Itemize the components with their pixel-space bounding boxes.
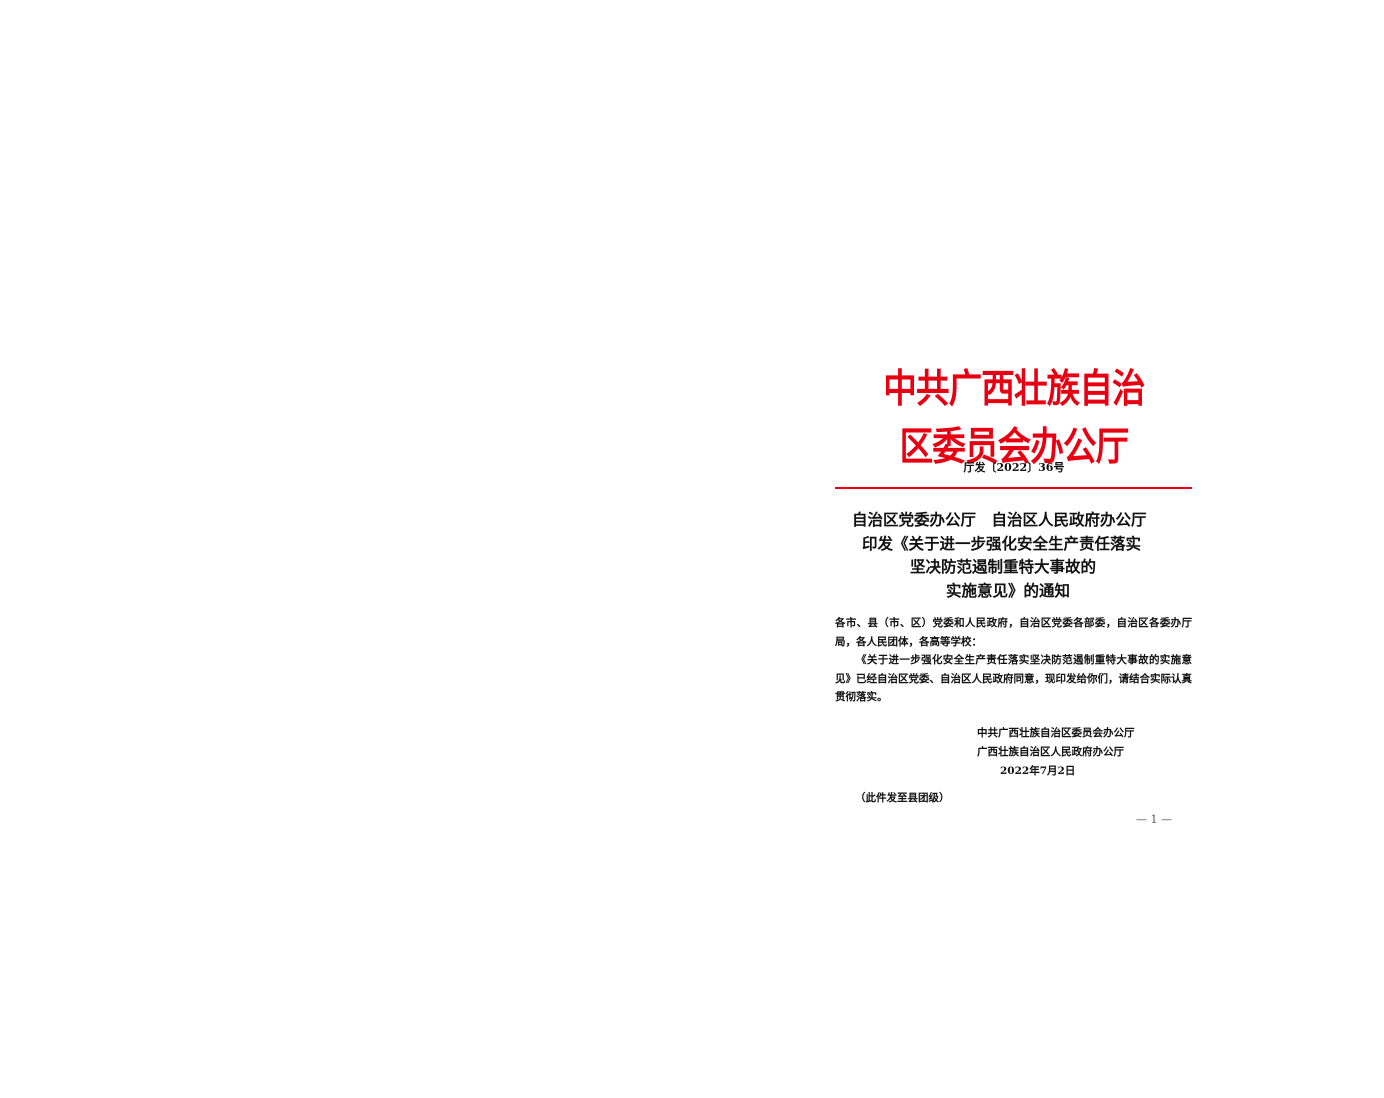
distribution-note: （此件发至县团级） <box>855 792 950 804</box>
issuing-org-header: 中共广西壮族自治区委员会办公厅 <box>883 366 1145 470</box>
left-page-blank <box>0 0 692 1098</box>
issue-date: 2022年7月2日 <box>1000 765 1076 777</box>
title-line: 坚决防范遏制重特大事故的 <box>910 557 1097 576</box>
signatory: 中共广西壮族自治区委员会办公厅 <box>977 727 1135 739</box>
page-number: — 1 — <box>1136 813 1172 826</box>
document-body: 各市、县（市、区）党委和人民政府，自治区党委各部委，自治区各委办厅局，各人民团体… <box>835 614 1192 707</box>
title-line: 印发《关于进一步强化安全生产责任落实 <box>862 533 1142 553</box>
body-paragraph: 《关于进一步强化安全生产责任落实坚决防范遏制重特大事故的实施意见》已经自治区党委… <box>835 654 1192 703</box>
title-line: 自治区党委办公厅 自治区人民政府办公厅 <box>852 510 1147 529</box>
recipients-line: 各市、县（市、区）党委和人民政府，自治区党委各部委，自治区各委办厅局，各人民团体… <box>835 617 1192 648</box>
signatory: 广西壮族自治区人民政府办公厅 <box>977 746 1124 758</box>
red-divider-line <box>835 487 1192 489</box>
title-line: 实施意见》的通知 <box>946 580 1071 600</box>
document-title: 自治区党委办公厅 自治区人民政府办公厅 印发《关于进一步强化安全生产责任落实 坚… <box>835 508 1192 602</box>
document-page: 中共广西壮族自治区委员会办公厅 厅发〔2022〕36号 自治区党委办公厅 自治区… <box>692 0 1384 1098</box>
document-number: 厅发〔2022〕36号 <box>963 461 1065 474</box>
signature-block: 中共广西壮族自治区委员会办公厅 广西壮族自治区人民政府办公厅 2022年7月2日 <box>977 724 1192 781</box>
